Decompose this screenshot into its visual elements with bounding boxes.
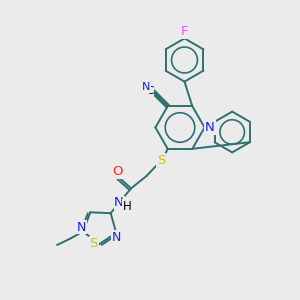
Text: O: O: [113, 165, 123, 178]
Text: C: C: [146, 86, 154, 96]
Text: N: N: [77, 221, 87, 234]
Text: S: S: [90, 237, 98, 250]
Text: N: N: [205, 121, 215, 134]
Text: N: N: [142, 82, 150, 92]
Text: S: S: [157, 154, 165, 167]
Text: N: N: [112, 231, 121, 244]
Text: F: F: [181, 25, 188, 38]
Text: N: N: [114, 196, 124, 209]
Text: H: H: [122, 200, 131, 213]
